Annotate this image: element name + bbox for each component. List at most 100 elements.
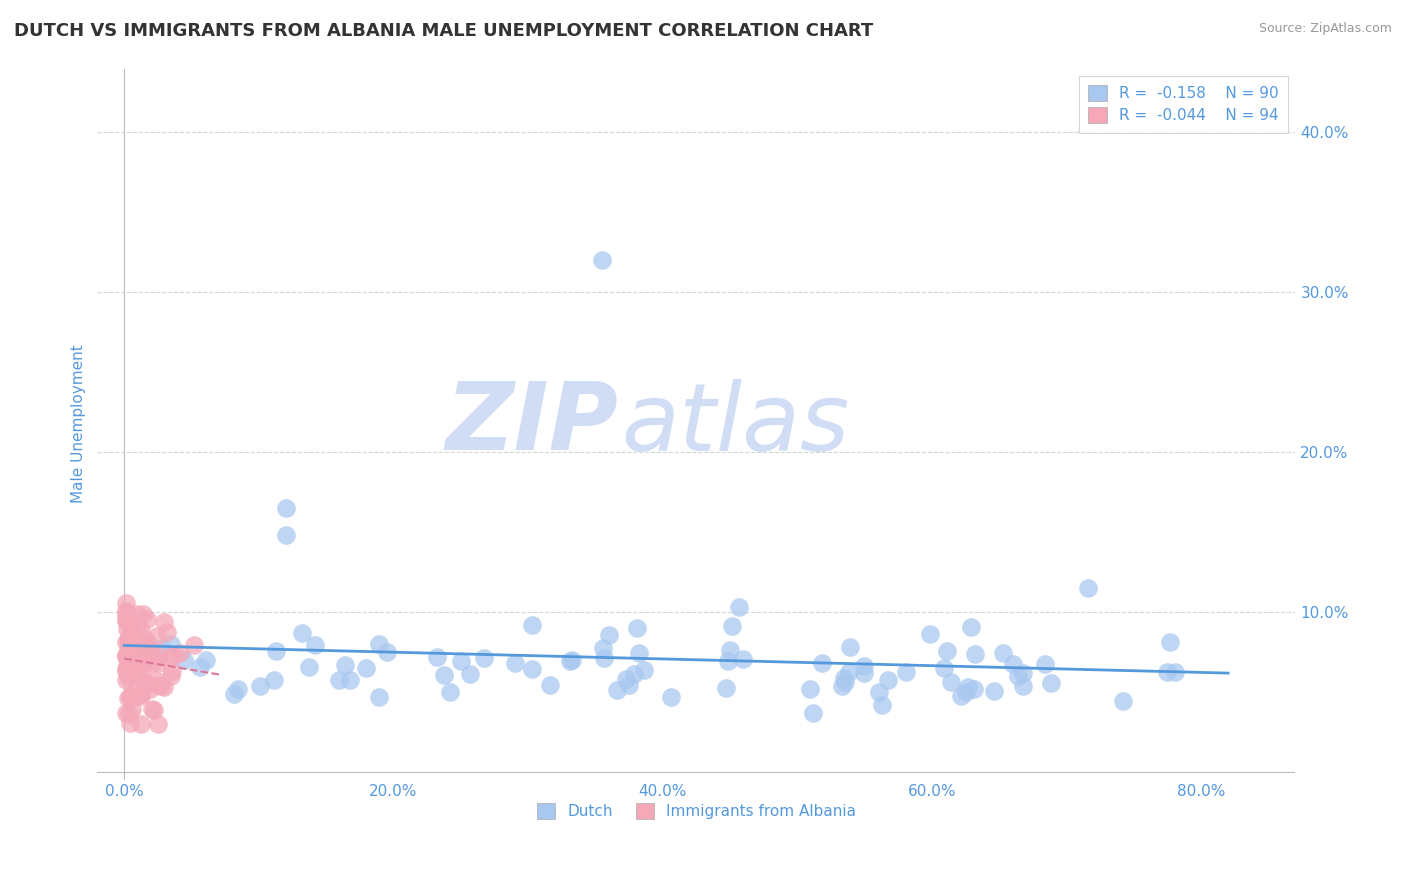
- Point: [117, 670, 139, 684]
- Point: [538, 678, 561, 692]
- Point: [138, 645, 160, 659]
- Point: [276, 528, 298, 542]
- Point: [114, 635, 136, 649]
- Point: [117, 691, 139, 706]
- Point: [121, 702, 143, 716]
- Point: [121, 625, 143, 640]
- Point: [1159, 635, 1181, 649]
- Point: [117, 632, 139, 647]
- Point: [1033, 657, 1056, 671]
- Point: [114, 649, 136, 664]
- Point: [146, 629, 169, 643]
- Point: [433, 667, 456, 681]
- Point: [561, 653, 583, 667]
- Point: [124, 661, 146, 675]
- Point: [115, 614, 138, 628]
- Point: [125, 676, 148, 690]
- Point: [728, 599, 751, 614]
- Point: [118, 639, 141, 653]
- Point: [143, 703, 166, 717]
- Point: [963, 648, 986, 662]
- Point: [1007, 669, 1029, 683]
- Point: [834, 675, 856, 690]
- Point: [659, 690, 682, 704]
- Point: [114, 606, 136, 620]
- Point: [993, 646, 1015, 660]
- Point: [626, 621, 648, 635]
- Point: [141, 656, 163, 670]
- Point: [118, 630, 141, 644]
- Point: [936, 644, 959, 658]
- Point: [868, 684, 890, 698]
- Point: [716, 681, 738, 696]
- Point: [458, 666, 481, 681]
- Point: [134, 633, 156, 648]
- Point: [115, 614, 138, 628]
- Point: [159, 636, 181, 650]
- Point: [118, 665, 141, 680]
- Point: [832, 671, 855, 685]
- Point: [838, 665, 860, 680]
- Point: [194, 653, 217, 667]
- Point: [117, 657, 139, 672]
- Point: [426, 650, 449, 665]
- Point: [1112, 694, 1135, 708]
- Point: [115, 706, 138, 721]
- Point: [139, 682, 162, 697]
- Point: [122, 642, 145, 657]
- Point: [1039, 675, 1062, 690]
- Point: [264, 644, 287, 658]
- Point: [918, 627, 941, 641]
- Point: [354, 661, 377, 675]
- Point: [117, 644, 139, 658]
- Point: [983, 683, 1005, 698]
- Point: [304, 638, 326, 652]
- Point: [127, 646, 149, 660]
- Point: [339, 673, 361, 688]
- Point: [127, 619, 149, 633]
- Text: atlas: atlas: [621, 378, 849, 469]
- Point: [328, 673, 350, 687]
- Point: [222, 687, 245, 701]
- Point: [333, 657, 356, 672]
- Point: [731, 652, 754, 666]
- Point: [120, 652, 142, 666]
- Point: [276, 500, 298, 515]
- Point: [716, 654, 738, 668]
- Point: [118, 690, 141, 705]
- Point: [148, 678, 170, 692]
- Point: [614, 672, 637, 686]
- Point: [852, 659, 875, 673]
- Point: [1011, 666, 1033, 681]
- Point: [135, 645, 157, 659]
- Point: [156, 625, 179, 640]
- Point: [592, 640, 614, 655]
- Point: [799, 682, 821, 697]
- Point: [226, 681, 249, 696]
- Point: [368, 690, 391, 704]
- Point: [963, 681, 986, 696]
- Point: [263, 673, 285, 687]
- Point: [375, 645, 398, 659]
- Point: [183, 639, 205, 653]
- Point: [1164, 665, 1187, 679]
- Point: [520, 662, 543, 676]
- Point: [932, 661, 955, 675]
- Point: [591, 253, 613, 268]
- Point: [117, 659, 139, 673]
- Point: [721, 619, 744, 633]
- Point: [1001, 657, 1024, 672]
- Point: [298, 660, 321, 674]
- Point: [149, 679, 172, 693]
- Point: [450, 654, 472, 668]
- Point: [941, 674, 963, 689]
- Point: [120, 648, 142, 663]
- Point: [472, 651, 495, 665]
- Point: [960, 620, 983, 634]
- Point: [135, 676, 157, 690]
- Point: [118, 660, 141, 674]
- Point: [249, 680, 271, 694]
- Point: [124, 651, 146, 665]
- Point: [141, 702, 163, 716]
- Point: [150, 640, 173, 655]
